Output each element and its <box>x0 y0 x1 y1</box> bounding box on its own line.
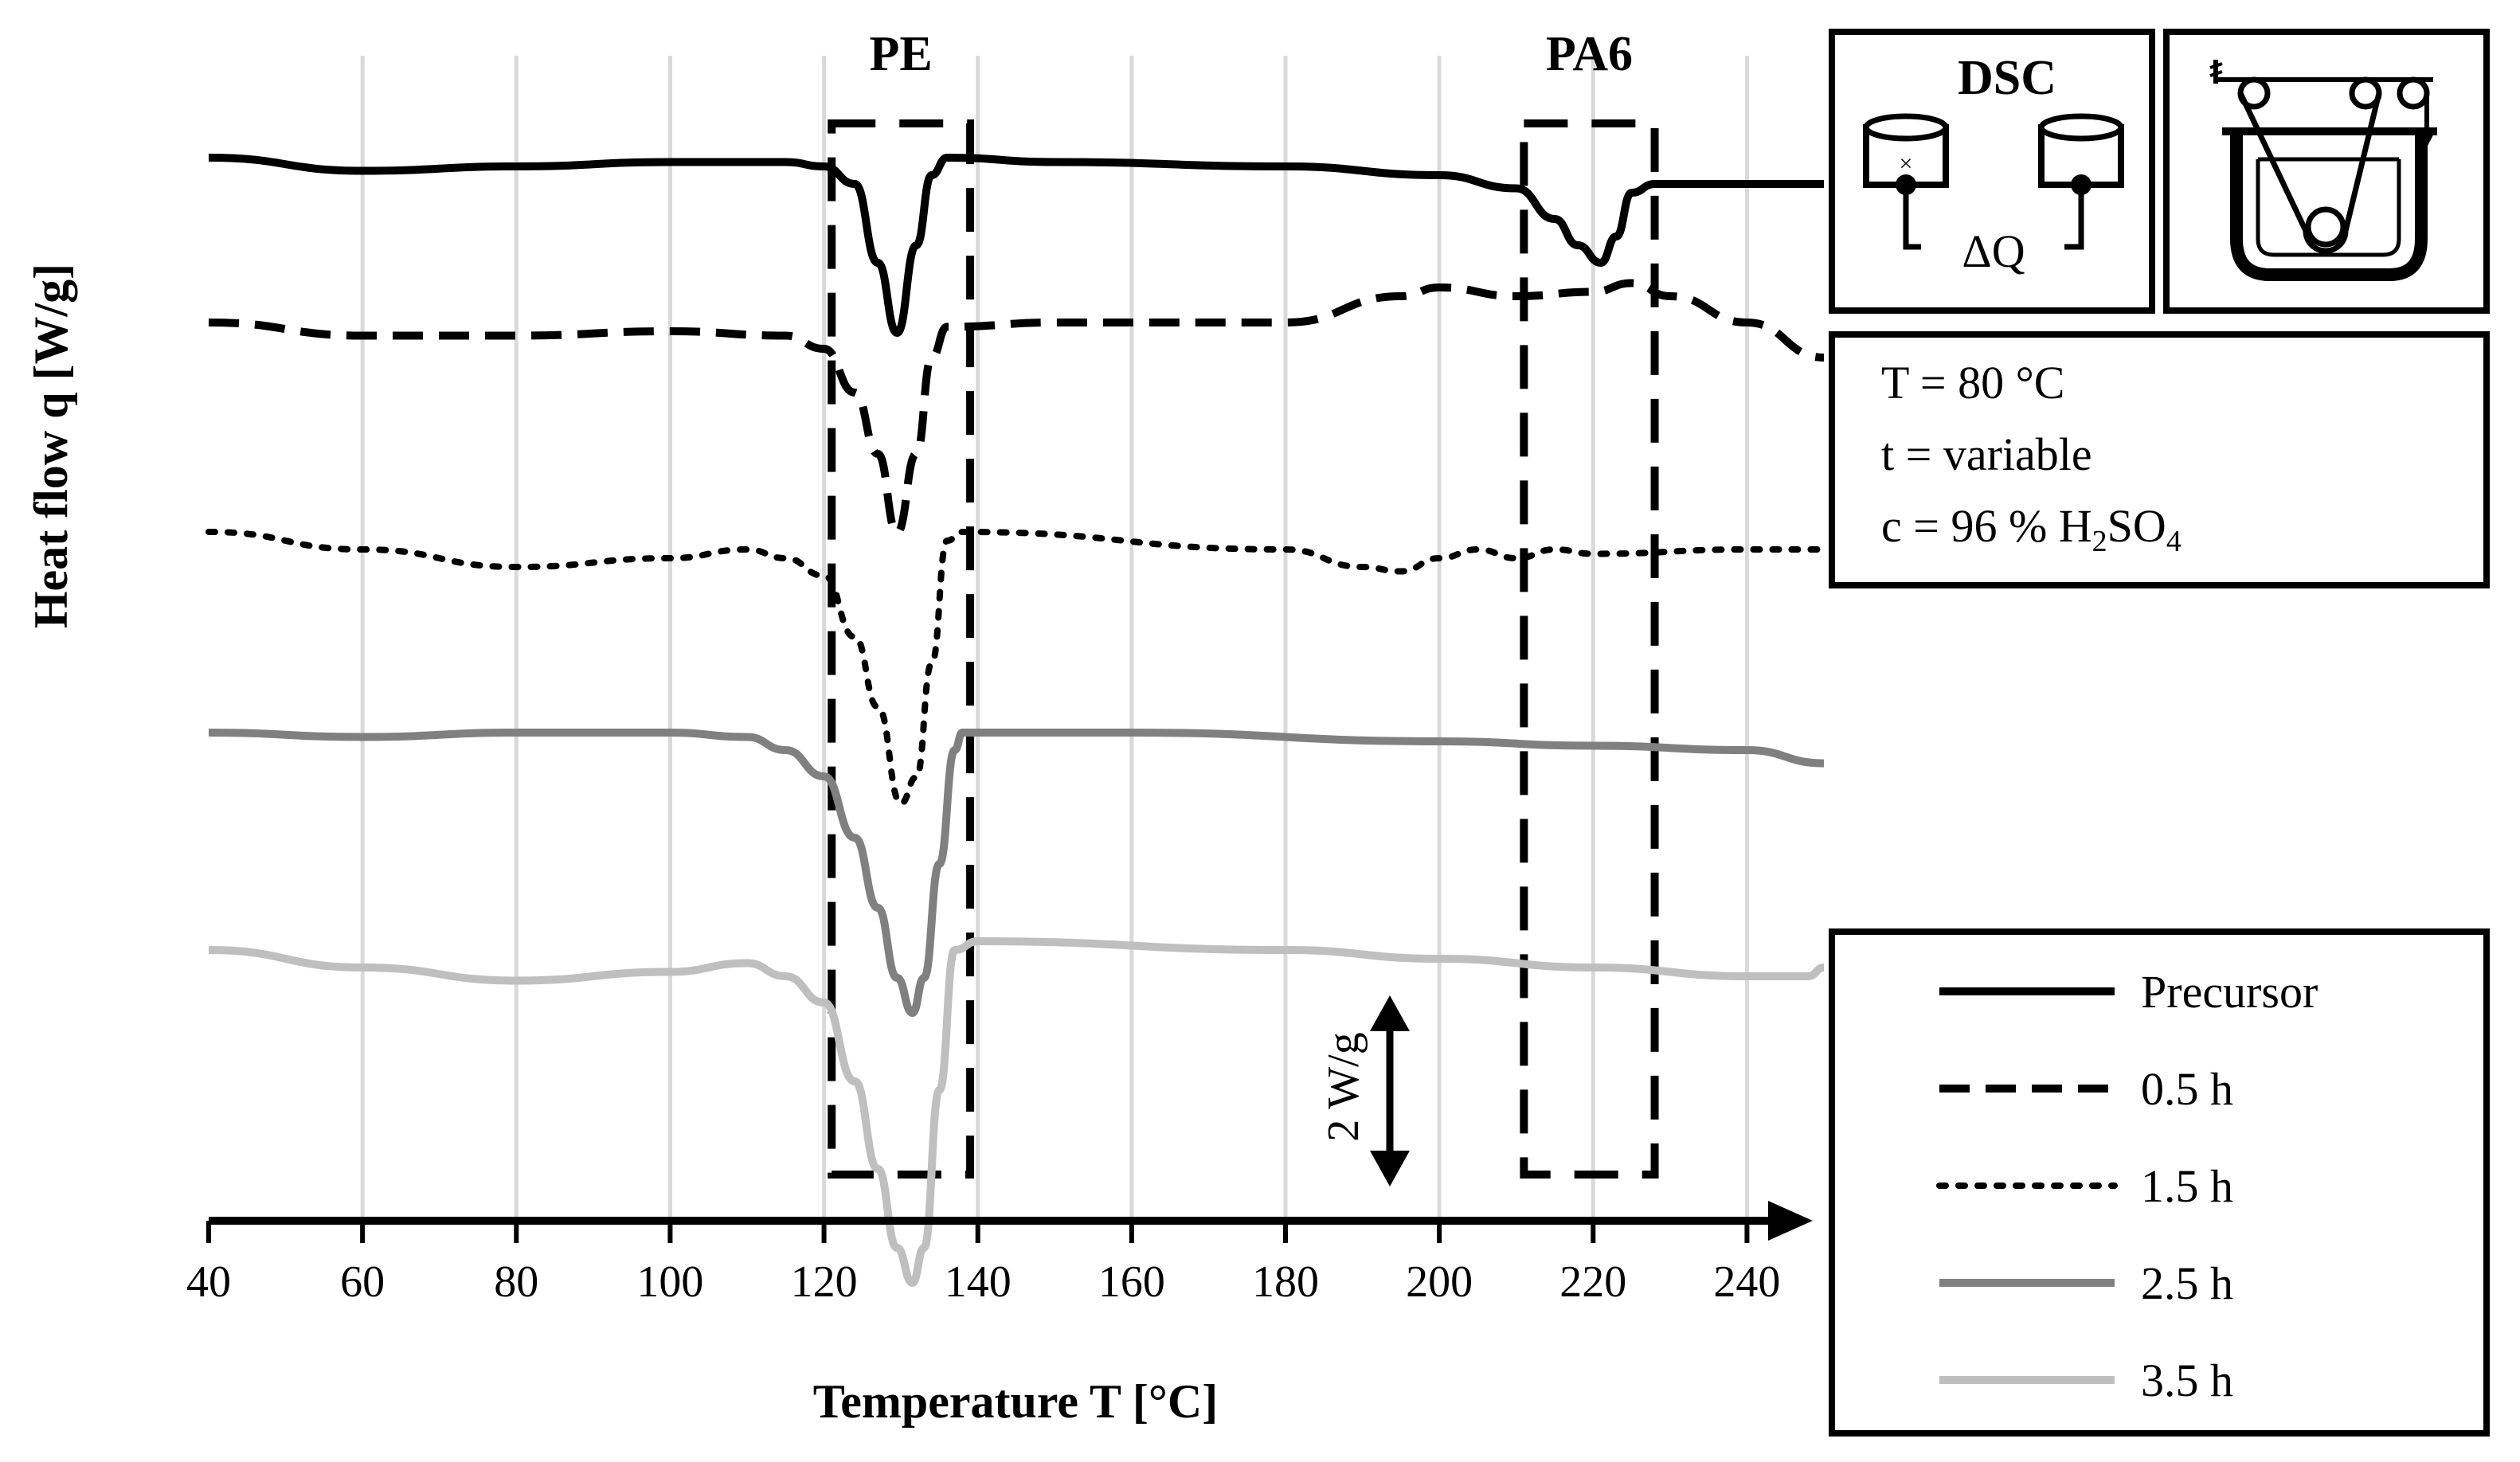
dsc-title: DSC <box>1958 51 2056 105</box>
scale-bar: 2 W/g <box>1319 995 1410 1186</box>
grid-lines <box>360 56 1749 1221</box>
series-line-1 <box>208 153 1824 338</box>
legend-label-1: Precursor <box>2141 966 2318 1018</box>
acid-bath-icon <box>2209 60 2437 281</box>
region-box-pa6 <box>1520 119 1659 1179</box>
x-tick-label: 40 <box>186 1257 231 1307</box>
scale-bar-arrow-up <box>1370 995 1410 1031</box>
bath-icon-panel <box>2163 29 2490 314</box>
delta-q-label: ΔQ <box>1962 225 2025 277</box>
y-axis-title: Heat flow q [W/g] <box>25 264 77 628</box>
region-box-pe <box>828 119 975 1179</box>
series-layer <box>205 153 1827 1288</box>
x-tick-label: 240 <box>1713 1257 1780 1307</box>
scale-bar-arrow-down <box>1370 1151 1410 1186</box>
region-label-pe: PE <box>870 27 933 81</box>
condition-temperature: T = 80 °C <box>1881 357 2064 408</box>
x-tick-label: 140 <box>945 1257 1012 1307</box>
legend: Precursor 0.5 h 1.5 h 2.5 h 3.5 h <box>1829 928 2490 1437</box>
x-tick-label: 100 <box>636 1257 703 1307</box>
x-tick-label: 220 <box>1559 1257 1626 1307</box>
sample-crucible-icon: × <box>1863 113 1949 250</box>
scale-bar-label: 2 W/g <box>1319 1032 1368 1141</box>
x-tick-label: 120 <box>791 1257 858 1307</box>
conditions-panel: T = 80 °C t = variable c = 96 % H2SO4 <box>1829 331 2490 588</box>
region-boxes: PE PA6 <box>828 27 1659 1179</box>
dsc-icon-panel: DSC × ΔQ <box>1829 29 2155 314</box>
legend-label-4: 2.5 h <box>2141 1257 2233 1309</box>
svg-text:×: × <box>1900 150 1913 177</box>
series-line-5 <box>208 936 1825 1288</box>
x-tick-label: 60 <box>340 1257 385 1307</box>
series-line-2 <box>208 279 1825 538</box>
legend-label-5: 3.5 h <box>2141 1354 2233 1406</box>
x-ticks: 40 60 80 100 120 140 160 180 200 220 240 <box>186 1221 1780 1307</box>
x-tick-label: 160 <box>1098 1257 1165 1307</box>
legend-label-3: 1.5 h <box>2141 1160 2233 1212</box>
x-axis-title: Temperature T [°C] <box>813 1375 1218 1428</box>
legend-items: Precursor 0.5 h 1.5 h 2.5 h 3.5 h <box>1936 966 2318 1406</box>
condition-concentration: c = 96 % H2SO4 <box>1881 500 2182 558</box>
x-axis-arrowhead <box>1768 1201 1813 1241</box>
condition-time: t = variable <box>1881 428 2092 480</box>
x-tick-label: 80 <box>494 1257 538 1307</box>
reference-crucible-icon <box>2038 113 2124 250</box>
region-label-pa6: PA6 <box>1546 27 1633 81</box>
conditions-box <box>1829 331 2490 588</box>
series-line-4 <box>208 728 1825 1018</box>
legend-label-2: 0.5 h <box>2141 1063 2233 1115</box>
x-tick-label: 200 <box>1406 1257 1473 1307</box>
x-tick-label: 180 <box>1252 1257 1319 1307</box>
series-line-3 <box>205 528 1827 807</box>
